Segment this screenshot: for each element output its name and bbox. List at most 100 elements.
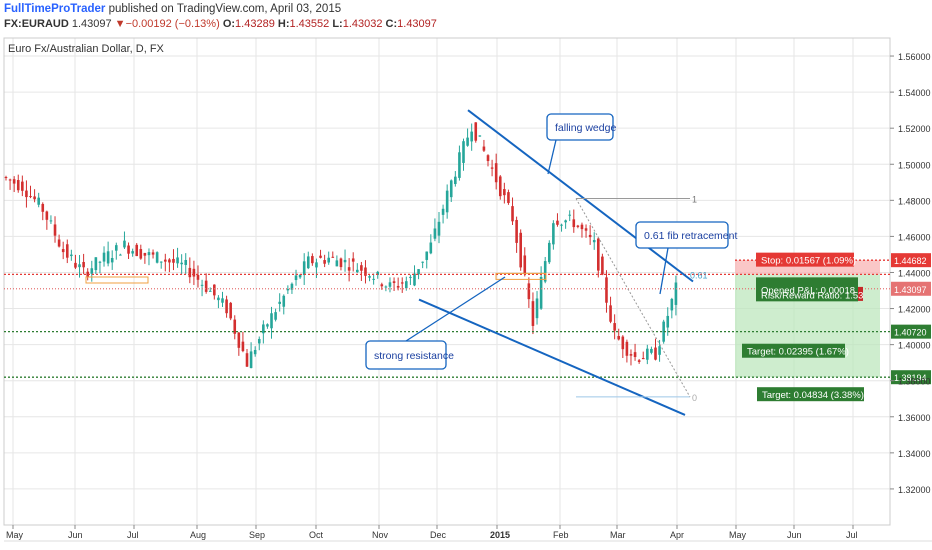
target1-label[interactable] <box>742 343 845 358</box>
y-tick-label: 1.34000 <box>898 449 931 459</box>
candle-body <box>498 176 502 197</box>
y-tick-label: 1.40000 <box>898 341 931 351</box>
time-axis[interactable]: May Jun Jul Aug Sep Oct Nov Dec 2015 Feb Mar Apr May… <box>4 525 932 542</box>
candle-body <box>110 257 114 263</box>
candle-body <box>597 238 600 271</box>
candle-body <box>29 196 32 198</box>
level-tag-target2 <box>891 370 931 385</box>
open-value: 1.43289 <box>235 18 275 30</box>
x-tick-label: Dec <box>430 530 447 540</box>
candle-body <box>98 261 102 263</box>
fib-callout-text: 0.61 fib retracement <box>644 230 737 242</box>
fib-top-label: 1 <box>692 195 697 205</box>
candle-body <box>507 192 510 203</box>
candle-body <box>666 315 670 328</box>
candle-body <box>57 239 61 247</box>
fib-level-label: 0.61 <box>690 270 708 280</box>
high-label: H: <box>277 18 290 30</box>
candle-body <box>53 224 57 236</box>
candle-body <box>282 295 286 307</box>
candle-body <box>65 244 69 258</box>
candle-body <box>221 298 224 303</box>
candle-body <box>45 211 49 220</box>
candle-body <box>266 324 269 327</box>
wedge-lower-line[interactable] <box>418 298 686 416</box>
x-tick-label: Jun <box>68 530 83 540</box>
candle-body <box>556 220 559 225</box>
candle-body <box>135 244 139 257</box>
y-tick-label: 1.38000 <box>898 377 931 387</box>
price-chart[interactable]: 1.44682 1.43097 1.40720 1.38194 1 0 0.61 falli… <box>0 34 932 550</box>
publish-info: published on TradingView.com, April 03, … <box>108 3 342 15</box>
x-tick-label: Nov <box>372 530 389 540</box>
candle-body <box>233 319 237 334</box>
candle-body <box>547 242 551 263</box>
falling-wedge-callout[interactable] <box>546 113 614 141</box>
candle-body <box>368 276 371 278</box>
y-tick-label: 1.56000 <box>898 52 931 62</box>
candle-body <box>454 176 457 185</box>
target2-label[interactable] <box>757 387 864 402</box>
x-tick-label: Feb <box>553 530 569 540</box>
candle-body <box>658 346 661 355</box>
low-value: 1.43032 <box>342 18 383 30</box>
candle-body <box>286 288 290 291</box>
candle-body <box>646 348 649 360</box>
candle-body <box>139 249 143 259</box>
x-tick-label: May <box>729 530 747 540</box>
candle-body <box>641 358 645 360</box>
pnl-label[interactable] <box>756 277 858 302</box>
candle-body <box>319 255 322 258</box>
wedge-upper-line[interactable] <box>467 109 694 283</box>
candle-body <box>311 256 314 264</box>
candle-body <box>306 256 310 269</box>
candle-body <box>523 255 527 275</box>
candle-body <box>543 261 547 282</box>
author-link[interactable]: FullTimeProTrader <box>4 3 106 15</box>
candle-body <box>86 271 89 277</box>
candle-body <box>8 179 12 181</box>
candle-body <box>609 305 612 322</box>
candle-body <box>94 257 98 271</box>
x-tick-label: May <box>6 530 24 540</box>
resistance-callout[interactable] <box>365 340 447 370</box>
level-tag-target1 <box>891 324 931 339</box>
plot-border <box>3 37 891 526</box>
candle-body <box>229 302 232 319</box>
candle-body <box>392 281 396 283</box>
candle-body <box>539 276 543 309</box>
level-tag-stop <box>891 253 931 268</box>
fib-callout[interactable] <box>635 221 729 249</box>
candle-body <box>127 245 130 254</box>
candle-body <box>494 163 498 183</box>
candle-body <box>90 268 94 274</box>
candle-body <box>164 259 167 262</box>
resistance-callout-text: strong resistance <box>374 350 454 362</box>
candle-body <box>576 225 580 227</box>
y-tick-label: 1.48000 <box>898 196 931 206</box>
candle-body <box>466 137 469 146</box>
level-tag-text: 1.44682 <box>894 256 927 266</box>
y-tick-label: 1.50000 <box>898 160 931 170</box>
candle-body <box>262 324 265 334</box>
level-tag-text: 1.40720 <box>894 328 927 338</box>
candle-body <box>257 338 261 344</box>
candle-body <box>519 232 522 268</box>
candle-body <box>449 180 453 198</box>
down-arrow-icon: ▼ <box>114 18 126 30</box>
close-value: 1.43097 <box>397 18 437 30</box>
pnl-label-text: Opened P&L: 0.00018 <box>761 285 855 296</box>
candle-body <box>331 256 335 258</box>
candle-body <box>592 240 596 243</box>
candle-body <box>515 219 518 243</box>
stop-label[interactable] <box>756 252 854 267</box>
level-tag-text: 1.38194 <box>894 373 927 383</box>
candle-body <box>429 242 433 254</box>
candle-body <box>474 122 478 141</box>
candle-body <box>49 220 53 222</box>
x-tick-label: Mar <box>610 530 626 540</box>
price-axis[interactable]: 1.56000 1.54000 1.52000 1.50000 1.48000 1.460… <box>890 52 931 495</box>
candles <box>4 122 678 369</box>
candle-body <box>674 282 678 305</box>
last-price: 1.43097 <box>71 18 112 30</box>
